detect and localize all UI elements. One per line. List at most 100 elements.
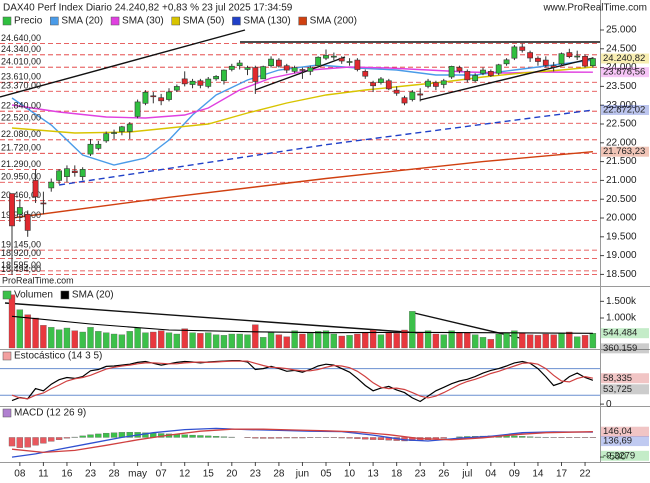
x-tick-label: 17 [556,469,568,480]
volume-bar [362,332,369,349]
volume-bar [48,327,55,349]
histogram-bar [283,437,290,439]
histogram-bar [519,436,526,438]
candle-body [440,80,447,85]
candle-body [464,71,471,81]
volume-bar [526,334,534,349]
sma-line [11,315,593,334]
candle-body [197,80,204,86]
level-label: 19.930,00 [1,210,41,220]
x-tick-label: 12 [179,469,191,480]
histogram-bar [354,437,361,439]
candle-body [119,126,125,132]
x-tick-label: 08 [14,469,26,480]
source: www.ProRealTime.com [542,3,647,14]
volume-bar [401,329,408,349]
volume-bar [495,333,502,349]
volume-bar [103,332,110,349]
histogram-bar [377,437,385,440]
candle-body [48,181,55,189]
volume-bar [566,331,573,349]
volume-bar [157,330,165,349]
volume-bar [511,330,518,349]
histogram-bar [456,436,463,438]
sma-line [11,66,593,119]
volume-bar [71,330,78,349]
volume-bar [432,333,440,349]
volume-bar [32,317,39,349]
trendline [254,56,346,91]
candle-body [401,97,408,104]
legend-label: SMA (50) [183,16,225,27]
x-tick-label: 09 [509,469,521,480]
volume-bar [534,335,542,349]
legend-swatch [298,16,307,26]
legend-label: SMA (200) [310,16,357,27]
x-tick-label: 20 [226,469,238,480]
candle-body [9,193,15,227]
y-tick-label: 25.000 [606,25,637,36]
histogram-bar [511,435,518,438]
histogram-bar [24,437,31,448]
legend-label: SMA (20) [72,290,114,301]
candle-body [354,59,361,70]
candle-body [189,80,196,85]
candle-body [362,71,369,77]
trendline [0,29,246,98]
candle-body [432,82,439,87]
histogram-bar [369,437,377,440]
volume-bar [275,334,283,349]
level-label: 19.145,00 [1,240,41,250]
candle-body [393,89,400,94]
volume-bar [291,330,298,349]
volume-bar [424,330,432,349]
volume-bar [471,334,479,349]
x-tick-label: 07 [156,469,168,480]
candle-body [330,55,337,58]
histogram-bar [48,437,55,442]
candle-body [291,67,298,72]
last-value-box [601,146,649,157]
y-tick-label: -500 [606,452,626,463]
candle-body [480,69,486,74]
volume-bar [440,334,447,349]
x-tick-label: jul [461,469,472,480]
candle-body [519,46,526,51]
histogram-bar [291,437,298,439]
candle-body [56,170,62,181]
x-tick-label: 28 [108,469,120,480]
volume-bar [354,333,361,349]
candle-body [574,55,581,58]
candle-body [181,78,188,85]
candle-body [32,180,39,198]
y-tick-label: 21.500 [606,156,637,167]
x-tick-label: 22 [579,469,591,480]
histogram-bar [63,437,71,439]
y-tick-label: 20.000 [606,213,637,224]
x-tick-label: 23 [85,469,97,480]
level-label: 24.340,00 [1,44,41,54]
x-tick-label: 18 [391,469,403,480]
volume-bar [409,311,416,349]
last-value-label: 53,725 [603,384,632,395]
candle-body [346,61,353,63]
histogram-bar [260,437,267,439]
level-label: 23.610,00 [1,72,41,82]
volume-bar [134,327,141,349]
legend-swatch [2,408,12,418]
legend-label: SMA (20) [61,16,103,27]
legend-label: SMA (130) [243,16,290,27]
histogram-bar [299,437,306,439]
volume-bar [24,314,31,349]
candle-body [385,80,392,90]
candle-body [260,66,267,80]
candle-body [558,53,565,65]
x-tick-label: 26 [438,469,450,480]
level-label: 23.370,00 [1,81,41,91]
volume-bar [393,333,400,349]
candle-body [370,82,376,87]
last-value-box [601,436,649,447]
level-label: 20.950,00 [1,172,41,182]
volume-bar [55,329,63,349]
